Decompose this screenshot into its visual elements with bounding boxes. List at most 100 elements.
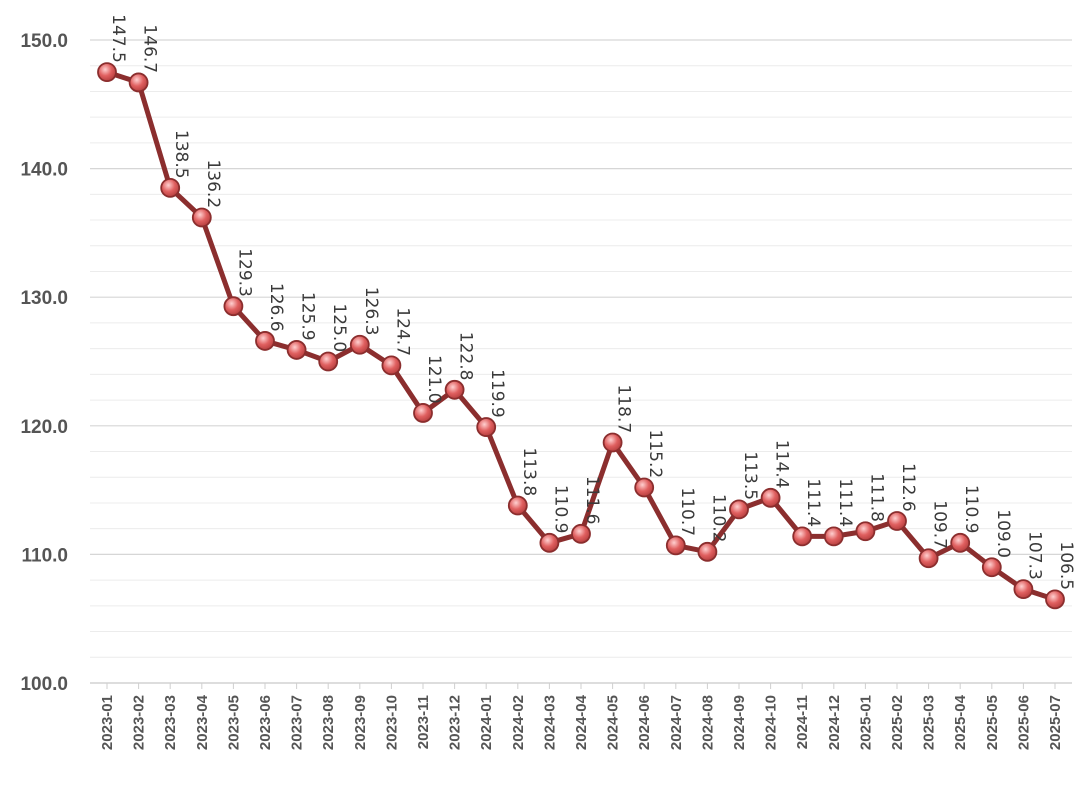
y-tick-label: 110.0 <box>22 545 69 566</box>
data-point <box>223 296 244 317</box>
data-point <box>318 351 339 372</box>
data-label: 107.3 <box>1024 531 1044 580</box>
data-label: 136.2 <box>203 159 223 208</box>
data-point <box>634 477 655 498</box>
data-label: 138.5 <box>171 130 191 179</box>
data-point <box>792 526 813 547</box>
y-tick-label: 140.0 <box>20 160 68 181</box>
x-tick-label: 2024-07 <box>668 695 685 750</box>
x-tick-label: 2024-11 <box>794 695 811 749</box>
data-point <box>918 548 939 569</box>
data-labels: 147.5 146.7 138.5 136.2 129.3 126.6 125.9 125.0… <box>108 14 1074 590</box>
x-axis: 2023-01 2023-02 2023-03 2023-04 2023-05 2023-… <box>90 682 1072 750</box>
data-label: 147.5 <box>108 14 128 63</box>
data-label: 121.0 <box>424 355 444 404</box>
x-tick-label: 2025-06 <box>1015 695 1032 750</box>
x-tick-label: 2025-05 <box>984 695 1001 750</box>
data-point <box>539 532 560 553</box>
x-tick-label: 2024-03 <box>541 695 558 750</box>
x-tick-label: 2024-05 <box>605 695 622 750</box>
y-tick-label: 150.0 <box>20 31 68 52</box>
data-point <box>381 355 402 376</box>
data-label: 112.6 <box>898 463 918 512</box>
data-label: 110.9 <box>961 485 981 534</box>
data-label: 115.2 <box>645 430 665 479</box>
data-label: 146.7 <box>140 24 160 73</box>
data-point <box>887 511 907 531</box>
data-label: 125.9 <box>298 292 318 341</box>
x-tick-label: 2024-02 <box>510 695 527 750</box>
data-point <box>160 177 181 198</box>
data-label: 109.7 <box>930 500 950 549</box>
x-tick-label: 2024-09 <box>731 695 748 750</box>
data-point <box>349 334 370 355</box>
data-label: 129.3 <box>234 248 254 297</box>
data-point <box>760 487 781 508</box>
data-point <box>950 532 971 553</box>
data-label: 114.4 <box>772 440 792 489</box>
data-label: 106.5 <box>1056 541 1074 590</box>
data-point <box>507 495 528 516</box>
data-label: 110.2 <box>708 494 728 543</box>
series-markers <box>97 62 1065 610</box>
data-label: 125.0 <box>329 304 349 353</box>
y-tick-label: 120.0 <box>20 417 68 438</box>
x-tick-label: 2024-08 <box>699 695 716 750</box>
x-tick-label: 2023-05 <box>225 695 242 750</box>
data-label: 122.8 <box>456 332 476 381</box>
x-tick-label: 2023-06 <box>257 695 274 750</box>
data-point <box>191 207 212 228</box>
data-label: 113.8 <box>519 448 539 497</box>
data-label: 110.7 <box>677 487 697 536</box>
data-label: 111.4 <box>803 478 823 527</box>
x-tick-label: 2023-12 <box>447 695 464 750</box>
data-label: 119.9 <box>487 369 507 418</box>
x-tick-label: 2025-01 <box>857 695 874 750</box>
y-tick-label: 130.0 <box>20 288 68 309</box>
data-point <box>286 340 307 360</box>
data-label: 118.7 <box>614 385 634 434</box>
data-label: 126.6 <box>266 283 286 332</box>
data-label: 111.8 <box>866 473 886 522</box>
y-axis: 100.0 110.0 120.0 130.0 140.0 150.0 <box>20 31 68 695</box>
data-point <box>855 521 876 542</box>
x-tick-label: 2023-11 <box>415 695 432 749</box>
data-label: 111.4 <box>835 478 855 527</box>
series-line <box>104 69 1058 602</box>
data-point <box>602 432 623 453</box>
data-point <box>476 417 497 437</box>
data-point <box>729 499 749 520</box>
data-label: 111.6 <box>582 476 602 525</box>
x-tick-label: 2025-07 <box>1047 695 1064 750</box>
x-tick-label: 2024-12 <box>826 695 843 750</box>
x-tick-label: 2023-04 <box>194 694 211 750</box>
data-label: 126.3 <box>361 287 381 336</box>
x-tick-label: 2023-07 <box>289 695 306 750</box>
data-point <box>128 72 149 93</box>
x-tick-label: 2023-03 <box>162 695 179 750</box>
x-tick-label: 2024-04 <box>573 694 590 750</box>
x-tick-label: 2025-04 <box>952 694 969 750</box>
x-tick-label: 2024-10 <box>763 695 780 750</box>
x-tick-label: 2023-09 <box>352 695 369 750</box>
data-point <box>823 526 844 547</box>
data-point <box>444 379 465 400</box>
data-point <box>981 557 1002 578</box>
data-point <box>697 541 718 562</box>
data-point <box>97 62 117 83</box>
data-label: 109.0 <box>993 509 1013 558</box>
x-tick-label: 2025-02 <box>889 695 906 750</box>
x-tick-label: 2023-01 <box>99 695 116 750</box>
gridlines <box>90 39 1072 684</box>
x-tick-label: 2023-02 <box>131 695 148 750</box>
x-tick-label: 2024-01 <box>478 695 495 750</box>
y-tick-label: 100.0 <box>20 674 68 695</box>
data-label: 124.7 <box>392 307 412 356</box>
data-point <box>1045 589 1065 610</box>
x-tick-label: 2023-10 <box>383 695 400 750</box>
data-point <box>571 523 591 544</box>
data-point <box>255 331 275 351</box>
data-label: 110.9 <box>550 485 570 534</box>
data-point <box>665 535 686 556</box>
